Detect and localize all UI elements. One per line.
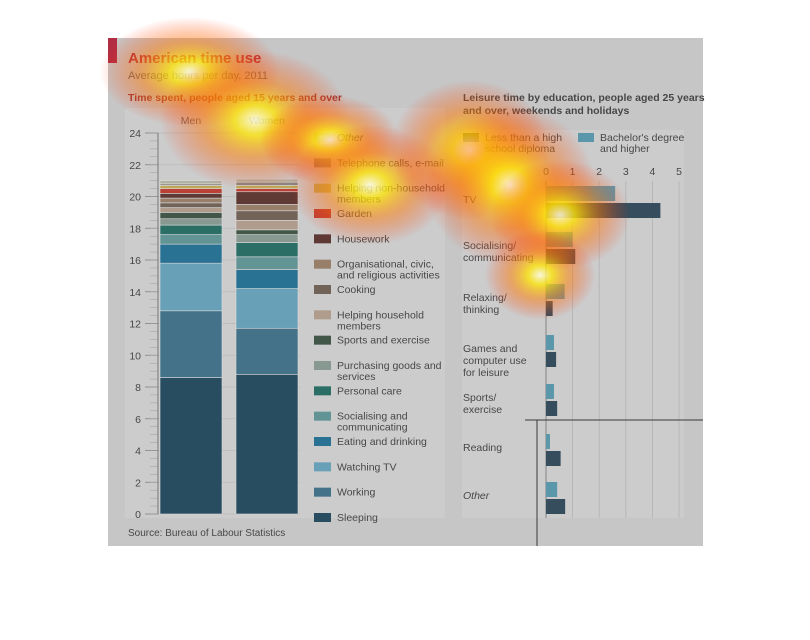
y-tick-label: 18 xyxy=(129,223,141,235)
stacked-bar-segment xyxy=(159,310,223,378)
bar-less-than-hs xyxy=(546,451,561,466)
category-label: Other xyxy=(463,490,490,502)
legend-label: Cooking xyxy=(337,284,376,296)
legend-label: Sleeping xyxy=(337,512,378,524)
legend-label: Socialising and communicating xyxy=(337,411,408,434)
legend-swatch xyxy=(314,335,331,345)
legend-label: Purchasing goods and services xyxy=(337,360,442,383)
legend-swatch xyxy=(314,487,331,497)
y-tick-label: 6 xyxy=(135,414,141,426)
y-tick-label: 20 xyxy=(129,192,141,204)
stacked-bar-segment xyxy=(235,288,299,329)
legend-label: Helping household members xyxy=(337,309,424,332)
legend-label: Sports and exercise xyxy=(337,335,430,347)
y-tick-label: 16 xyxy=(129,255,141,267)
y-tick-label: 4 xyxy=(135,446,141,458)
bar-less-than-hs xyxy=(546,499,566,514)
legend-label: Working xyxy=(337,487,375,499)
x-tick-label: 4 xyxy=(649,166,655,178)
category-label: Games and computer use for leisure xyxy=(463,343,527,379)
y-tick-label: 24 xyxy=(129,128,141,140)
stacked-bar-segment xyxy=(235,327,299,375)
y-tick-label: 22 xyxy=(129,160,141,172)
legend-swatch xyxy=(314,285,331,294)
x-tick-label: 5 xyxy=(676,166,682,178)
bar-bachelors xyxy=(546,482,558,497)
bar-less-than-hs xyxy=(546,401,558,416)
stacked-bar-segment xyxy=(235,373,299,515)
y-tick-label: 12 xyxy=(129,319,141,331)
bar-less-than-hs xyxy=(546,352,557,367)
legend-swatch xyxy=(314,513,331,522)
legend-label: Organisational, civic, and religious acti… xyxy=(337,259,440,282)
legend-swatch xyxy=(578,133,594,142)
category-label: Reading xyxy=(463,442,502,454)
y-tick-label: 2 xyxy=(135,477,141,489)
heatmap-blob xyxy=(485,230,595,320)
legend-swatch xyxy=(314,462,331,472)
legend-swatch xyxy=(314,310,331,320)
stacked-bar-segment xyxy=(159,377,223,515)
bar-bachelors xyxy=(546,335,554,350)
y-tick-label: 10 xyxy=(129,350,141,362)
legend-swatch xyxy=(314,386,331,396)
legend-label: Eating and drinking xyxy=(337,436,427,448)
legend-swatch xyxy=(314,259,331,269)
bar-bachelors xyxy=(546,384,554,399)
legend-label: Bachelor's degree and higher xyxy=(600,132,684,155)
legend-label: Personal care xyxy=(337,385,402,397)
chart-source: Source: Bureau of Labour Statistics xyxy=(128,528,285,539)
legend-swatch xyxy=(314,234,331,244)
y-tick-label: 14 xyxy=(129,287,141,299)
x-tick-label: 3 xyxy=(623,166,629,178)
legend-label: Watching TV xyxy=(337,461,397,473)
category-label: Sports/exercise xyxy=(463,392,502,416)
stacked-bar-segment xyxy=(159,262,223,312)
legend-swatch xyxy=(314,411,331,421)
legend-swatch xyxy=(314,437,331,446)
y-tick-label: 8 xyxy=(135,382,141,394)
legend-swatch xyxy=(314,361,331,370)
bar-bachelors xyxy=(546,434,550,449)
y-tick-label: 0 xyxy=(135,509,141,521)
